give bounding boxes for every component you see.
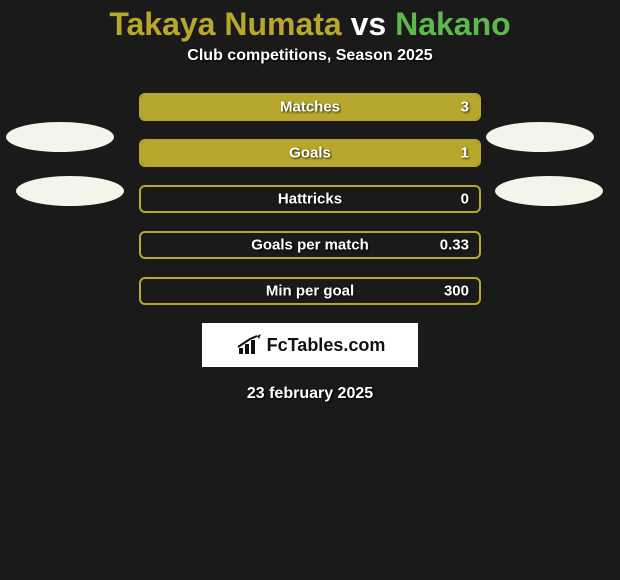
stat-row: Goals per match0.33 bbox=[139, 231, 481, 259]
stat-label: Min per goal bbox=[141, 283, 479, 300]
stat-row: Matches3 bbox=[139, 93, 481, 121]
stat-value: 0 bbox=[461, 191, 469, 208]
stat-value: 1 bbox=[461, 145, 469, 162]
stat-value: 0.33 bbox=[440, 237, 469, 254]
stat-label: Goals bbox=[141, 145, 479, 162]
chart-icon bbox=[235, 334, 263, 356]
title-player2: Nakano bbox=[395, 6, 511, 42]
brand-box: FcTables.com bbox=[202, 323, 418, 367]
date-text: 23 february 2025 bbox=[0, 385, 620, 403]
stat-row: Min per goal300 bbox=[139, 277, 481, 305]
stat-row: Goals1 bbox=[139, 139, 481, 167]
stat-value: 300 bbox=[444, 283, 469, 300]
page-title: Takaya Numata vs Nakano bbox=[0, 0, 620, 47]
subtitle: Club competitions, Season 2025 bbox=[0, 47, 620, 65]
stat-value: 3 bbox=[461, 99, 469, 116]
title-vs: vs bbox=[342, 6, 395, 42]
brand-text: FcTables.com bbox=[267, 335, 386, 356]
stat-label: Goals per match bbox=[141, 237, 479, 254]
stat-row: Hattricks0 bbox=[139, 185, 481, 213]
stat-label: Hattricks bbox=[141, 191, 479, 208]
title-player1: Takaya Numata bbox=[109, 6, 341, 42]
stat-label: Matches bbox=[141, 99, 479, 116]
stats-container: Matches3Goals1Hattricks0Goals per match0… bbox=[0, 93, 620, 305]
